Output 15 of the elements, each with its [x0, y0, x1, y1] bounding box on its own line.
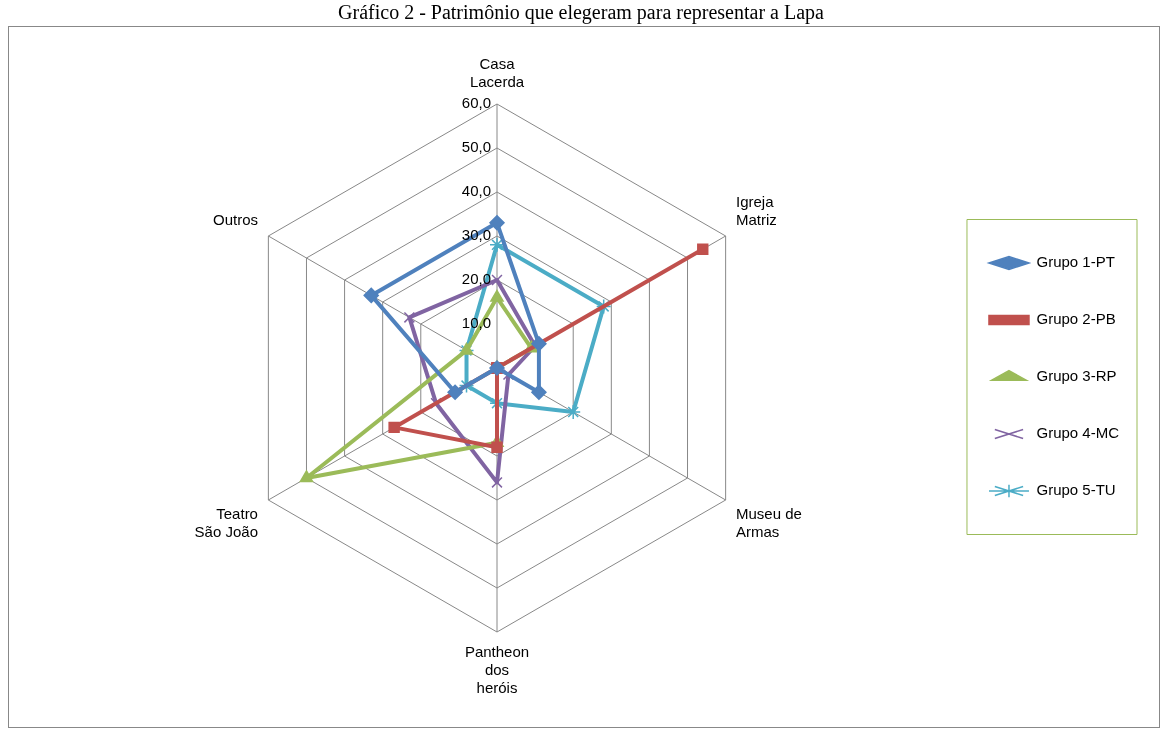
legend-label: Grupo 1-PT — [1036, 253, 1115, 271]
legend-label: Grupo 3-RP — [1036, 367, 1117, 385]
legend-label: Grupo 5-TU — [1036, 481, 1116, 499]
spoke-label: Igreja Matriz — [736, 193, 777, 229]
spoke-label: Museu de Armas — [736, 505, 802, 541]
spoke-label: Outros — [212, 211, 258, 229]
y-tick-label: 50,0 — [461, 138, 491, 156]
chart-title: Gráfico 2 - Patrimônio que elegeram para representar a Lapa — [337, 0, 825, 24]
legend-label: Grupo 4-MC — [1036, 424, 1120, 442]
y-tick-label: 40,0 — [461, 182, 491, 200]
spoke-label: Casa Lacerda — [469, 55, 525, 91]
spoke-label: Pantheon dos heróis — [464, 643, 530, 697]
spoke-label: Teatro São João — [194, 505, 258, 541]
y-tick-label: 60,0 — [461, 94, 491, 112]
legend-label: Grupo 2-PB — [1036, 310, 1116, 328]
